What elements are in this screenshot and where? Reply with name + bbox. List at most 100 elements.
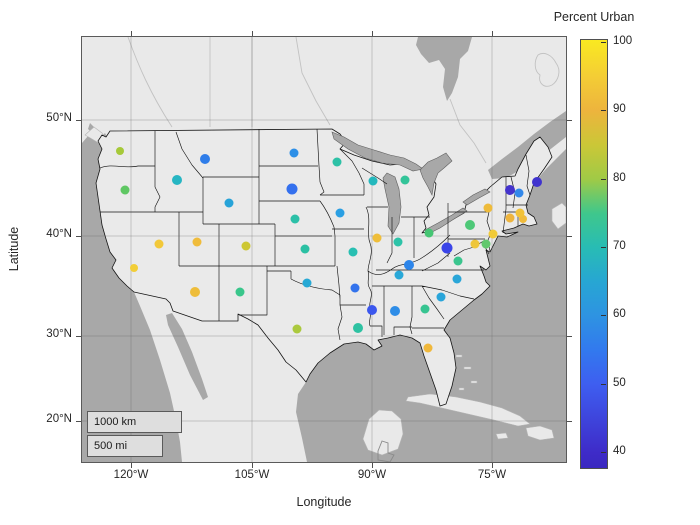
graticule-grid — [82, 37, 566, 462]
colorbar-tick-mark — [601, 384, 606, 385]
y-tick-mark — [76, 236, 81, 237]
great-lakes — [331, 131, 491, 235]
data-point-IL[interactable] — [372, 233, 382, 243]
data-point-AR[interactable] — [350, 283, 360, 293]
x-tick-mark — [252, 463, 253, 468]
data-point-DE[interactable] — [481, 239, 491, 249]
y-tick-mark — [567, 421, 572, 422]
x-tick-mark — [372, 31, 373, 36]
colorbar-tick-label: 40 — [613, 445, 626, 457]
colorbar-tick-label: 50 — [613, 377, 626, 389]
map-axes[interactable]: 1000 km 500 mi — [81, 36, 567, 463]
data-point-CA[interactable] — [130, 264, 138, 272]
bahamas — [455, 354, 478, 391]
colorbar-tick-label: 60 — [613, 308, 626, 320]
data-point-NV[interactable] — [154, 239, 164, 249]
x-tick-mark — [372, 463, 373, 468]
data-point-WV[interactable] — [441, 242, 453, 254]
data-point-UT[interactable] — [192, 237, 202, 247]
scalebar-mi: 500 mi — [87, 435, 163, 457]
colorbar-tick-label: 90 — [613, 103, 626, 115]
data-point-CO[interactable] — [241, 241, 251, 251]
data-point-WY[interactable] — [224, 198, 234, 208]
atlantic-gulf — [296, 149, 566, 462]
lake-ontario — [462, 188, 491, 206]
data-point-TX[interactable] — [292, 324, 302, 334]
data-point-MA[interactable] — [515, 208, 525, 218]
data-point-WA[interactable] — [116, 147, 124, 155]
hispaniola — [525, 425, 555, 441]
x-tick-label: 90°W — [357, 469, 387, 481]
y-tick-label: 30°N — [46, 328, 72, 340]
cuba — [405, 393, 531, 427]
y-tick-mark — [567, 236, 572, 237]
data-point-MN[interactable] — [332, 157, 342, 167]
data-point-IA[interactable] — [335, 208, 345, 218]
colorbar-tick-mark — [601, 315, 606, 316]
st-lawrence-estuary — [488, 111, 566, 179]
colorbar-tick-label: 70 — [613, 240, 626, 252]
pacific-ocean — [82, 129, 182, 462]
y-tick-mark — [76, 120, 81, 121]
yucatan — [362, 409, 404, 456]
data-point-MO[interactable] — [348, 247, 358, 257]
y-tick-mark — [567, 120, 572, 121]
data-point-PA[interactable] — [465, 220, 475, 230]
scatter-points — [116, 147, 542, 353]
data-point-NC[interactable] — [452, 274, 462, 284]
data-point-AZ[interactable] — [190, 287, 200, 297]
data-point-OR[interactable] — [120, 185, 130, 195]
y-axis-label: Latitude — [7, 226, 21, 272]
data-point-TN[interactable] — [394, 270, 404, 280]
gulf-of-california — [166, 313, 208, 400]
colorbar-title: Percent Urban — [553, 10, 635, 24]
data-point-NE[interactable] — [290, 214, 300, 224]
colorbar-tick-mark — [601, 110, 606, 111]
data-point-CT[interactable] — [505, 213, 515, 223]
data-point-VA[interactable] — [453, 256, 463, 266]
data-point-MS[interactable] — [367, 305, 377, 315]
data-point-SD[interactable] — [286, 183, 298, 195]
data-point-ID[interactable] — [172, 175, 182, 185]
nova-scotia — [551, 202, 566, 230]
y-tick-label: 40°N — [46, 228, 72, 240]
colorbar[interactable] — [580, 39, 608, 469]
data-point-IN[interactable] — [393, 237, 403, 247]
colorbar-tick-label: 80 — [613, 172, 626, 184]
data-point-GA[interactable] — [420, 304, 430, 314]
x-tick-mark — [131, 31, 132, 36]
data-point-MD[interactable] — [470, 239, 480, 249]
data-point-ME[interactable] — [532, 177, 542, 187]
data-point-VT[interactable] — [505, 185, 515, 195]
colorbar-tick-mark — [601, 42, 606, 43]
data-point-FL[interactable] — [423, 343, 433, 353]
jamaica — [495, 432, 509, 440]
scalebar-km: 1000 km — [87, 411, 182, 433]
data-point-OK[interactable] — [302, 278, 312, 288]
data-point-OH[interactable] — [424, 228, 434, 238]
y-tick-mark — [76, 421, 81, 422]
data-point-MI[interactable] — [400, 175, 410, 185]
x-tick-label: 105°W — [234, 469, 270, 481]
data-point-WI[interactable] — [368, 176, 378, 186]
data-point-NJ[interactable] — [488, 229, 498, 239]
data-point-SC[interactable] — [436, 292, 446, 302]
y-tick-label: 20°N — [46, 413, 72, 425]
x-tick-mark — [131, 463, 132, 468]
data-point-MT[interactable] — [200, 154, 210, 164]
lake-huron — [419, 152, 453, 196]
colorbar-tick-mark — [601, 179, 606, 180]
x-tick-mark — [492, 463, 493, 468]
data-point-NM[interactable] — [235, 287, 245, 297]
data-point-NY[interactable] — [483, 203, 493, 213]
data-point-LA[interactable] — [353, 323, 363, 333]
data-point-NH[interactable] — [514, 188, 524, 198]
scalebar-mi-label: 500 mi — [94, 440, 128, 452]
data-point-KY[interactable] — [404, 260, 414, 270]
geographic-map — [82, 37, 566, 462]
data-point-KS[interactable] — [300, 244, 310, 254]
data-point-ND[interactable] — [289, 148, 299, 158]
scalebar-km-label: 1000 km — [94, 416, 137, 428]
data-point-AL[interactable] — [390, 306, 400, 316]
x-tick-mark — [252, 31, 253, 36]
